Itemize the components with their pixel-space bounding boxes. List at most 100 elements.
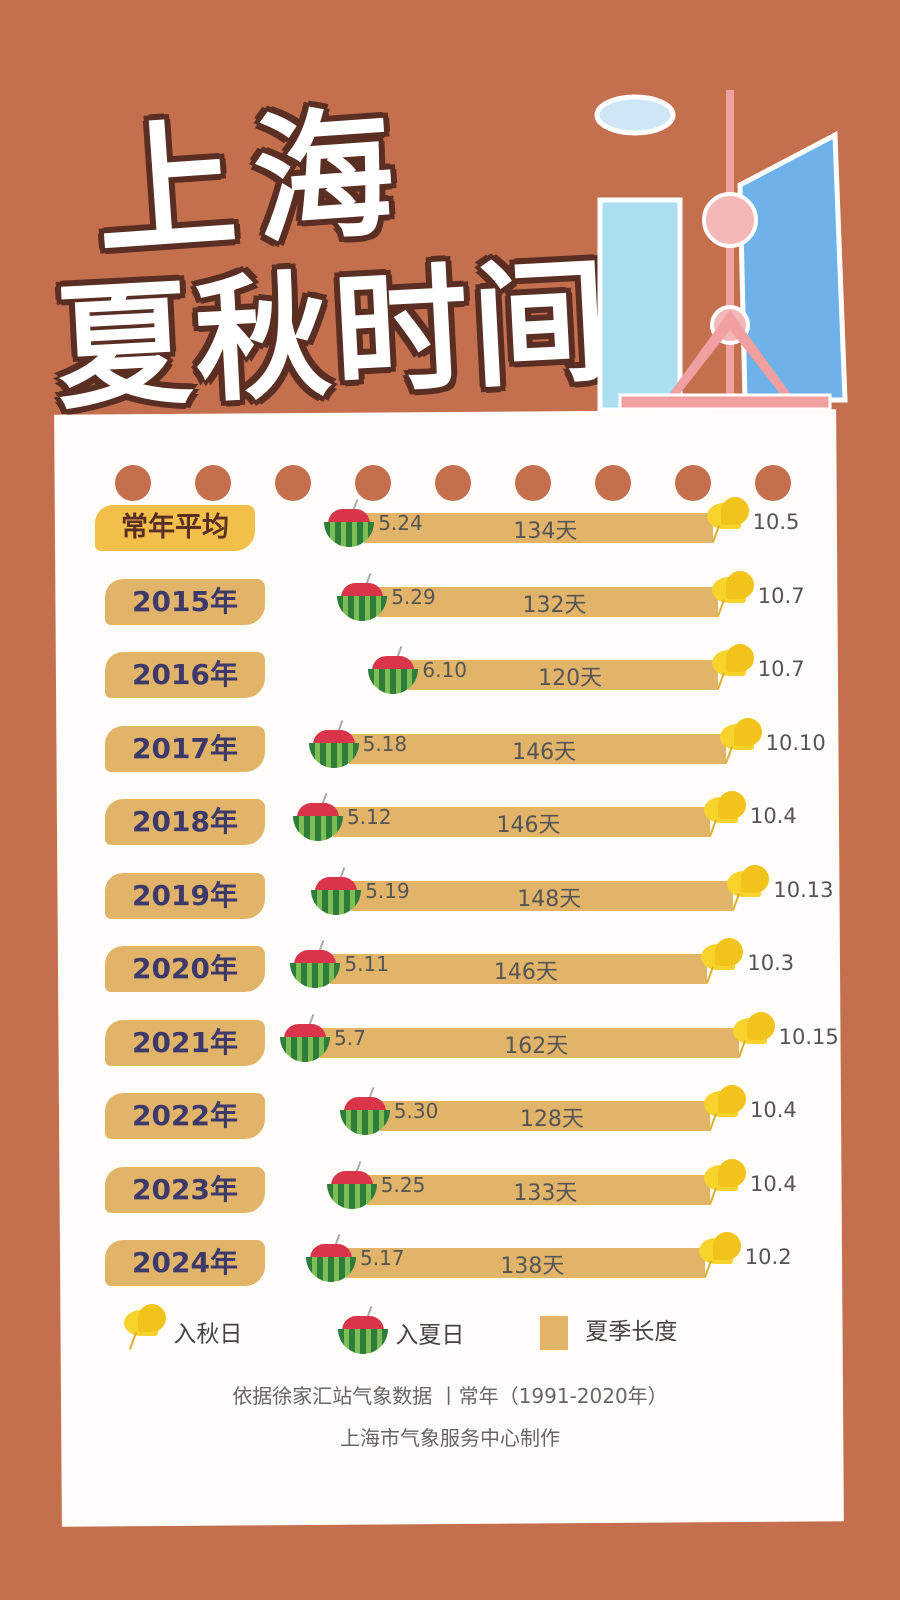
summer-days: 133天 (513, 1180, 578, 1206)
ginkgo-leaf-icon (700, 1158, 746, 1205)
summer-start-date: 5.17 (360, 1246, 405, 1270)
ginkgo-leaf-icon (697, 938, 744, 984)
chart-row: 2018年 5.12 146天 10.4 (0, 791, 900, 859)
summer-length-bar (330, 954, 708, 984)
autumn-start-date: 10.2 (744, 1245, 792, 1269)
watermelon-icon (326, 1160, 377, 1209)
ginkgo-leaf-icon (729, 1011, 775, 1058)
summer-start-date: 5.24 (378, 511, 423, 535)
watermelon-icon (339, 1087, 390, 1135)
binder-hole (275, 465, 311, 501)
summer-days: 146天 (512, 739, 577, 765)
watermelon-icon (311, 866, 362, 915)
summer-days: 128天 (519, 1107, 584, 1132)
chart-row: 2019年 5.19 148天 10.13 (0, 864, 900, 933)
summer-start-date: 5.12 (347, 805, 392, 829)
legend-autumn: 入秋日 (120, 1304, 242, 1358)
source-note: 依据徐家汇站气象数据 丨常年（1991-2020年） (232, 1384, 668, 1408)
watermelon-icon (324, 499, 375, 547)
summer-length-bar (366, 1174, 710, 1205)
autumn-start-date: 10.5 (752, 510, 800, 534)
legend-summer-label: 入夏日 (395, 1322, 465, 1349)
summer-start-date: 5.25 (380, 1172, 426, 1197)
autumn-start-date: 10.13 (773, 877, 834, 902)
credit-note: 上海市气象服务中心制作 (340, 1426, 560, 1450)
binder-hole (355, 465, 391, 501)
autumn-start-date: 10.7 (757, 657, 805, 681)
summer-days: 146天 (493, 960, 558, 985)
row-label: 2021年 (105, 1019, 265, 1066)
row-label: 2019年 (105, 872, 265, 919)
watermelon-icon (337, 572, 388, 621)
row-label: 2024年 (105, 1240, 265, 1286)
summer-days: 146天 (496, 813, 561, 838)
ginkgo-leaf-icon (723, 864, 770, 911)
summer-length-bar (408, 660, 718, 690)
summer-length-bar (348, 733, 726, 764)
row-label: 2018年 (105, 799, 265, 845)
autumn-start-date: 10.4 (750, 804, 797, 828)
shanghai-skyline-illustration (594, 90, 848, 413)
row-label: 2016年 (105, 652, 265, 698)
summer-days: 120天 (538, 666, 603, 691)
row-label: 2017年 (105, 725, 265, 772)
ginkgo-leaf-icon (700, 1085, 746, 1131)
title-line2: 夏秋时间 (51, 242, 616, 429)
summer-length-bar (320, 1027, 739, 1058)
ginkgo-leaf-icon (703, 497, 749, 543)
chart-row: 常年平均 5.24 134天 10.5 (0, 497, 900, 565)
cloud-icon (594, 94, 676, 136)
summer-length-bar (377, 586, 718, 617)
binder-hole (515, 465, 551, 501)
row-label: 2020年 (105, 946, 265, 992)
autumn-start-date: 10.15 (778, 1024, 839, 1049)
summer-length-bar (351, 880, 734, 911)
binder-hole (755, 465, 791, 501)
ginkgo-leaf-icon (695, 1232, 741, 1278)
watermelon-icon (308, 719, 359, 768)
row-label: 2022年 (105, 1093, 265, 1139)
autumn-start-date: 10.10 (765, 730, 826, 755)
ginkgo-leaf-icon (708, 644, 754, 690)
summer-days: 138天 (500, 1254, 565, 1279)
autumn-start-date: 10.4 (750, 1098, 797, 1122)
autumn-start-date: 10.7 (757, 583, 805, 608)
row-label: 2023年 (105, 1166, 265, 1213)
chart-row: 2020年 5.11 146天 10.3 (0, 938, 900, 1006)
watermelon-icon (368, 646, 419, 694)
ginkgo-leaf-icon (716, 717, 762, 764)
row-label: 2015年 (105, 578, 265, 625)
watermelon-icon (280, 1013, 330, 1062)
summer-length-bar (364, 513, 713, 543)
chart-row: 2023年 5.25 133天 10.4 (0, 1158, 900, 1227)
tan-square-icon (540, 1315, 568, 1350)
summer-days: 134天 (513, 519, 578, 544)
watermelon-icon (306, 1234, 356, 1282)
binder-hole (435, 465, 471, 501)
ginkgo-leaf-icon (708, 570, 754, 617)
binder-hole (595, 465, 631, 501)
chart-row: 2022年 5.30 128天 10.4 (0, 1085, 900, 1153)
watermelon-icon (290, 940, 341, 988)
summer-days: 162天 (504, 1033, 569, 1059)
summer-start-date: 5.30 (393, 1099, 439, 1123)
legend-summer: 入夏日 (338, 1306, 465, 1360)
chart-row: 2024年 5.17 138天 10.2 (0, 1232, 900, 1300)
ginkgo-leaf-icon (700, 791, 746, 837)
watermelon-icon (293, 793, 343, 841)
summer-days: 148天 (517, 886, 582, 912)
row-label: 常年平均 (95, 505, 255, 551)
chart-row: 2021年 5.7 162天 10.15 (0, 1011, 900, 1080)
summer-days: 132天 (522, 592, 587, 618)
watermelon-icon (338, 1306, 388, 1354)
summer-start-date: 5.7 (334, 1025, 366, 1050)
summer-length-bar (379, 1101, 710, 1131)
binder-hole (195, 465, 231, 501)
chart-row: 2016年 6.10 120天 10.7 (0, 644, 900, 712)
summer-length-bar (333, 807, 710, 837)
summer-start-date: 5.18 (362, 731, 408, 756)
chart-row: 2015年 5.29 132天 10.7 (0, 570, 900, 639)
autumn-start-date: 10.3 (747, 951, 795, 975)
summer-length-bar (346, 1248, 705, 1278)
legend-length: 夏季长度 (540, 1312, 677, 1350)
